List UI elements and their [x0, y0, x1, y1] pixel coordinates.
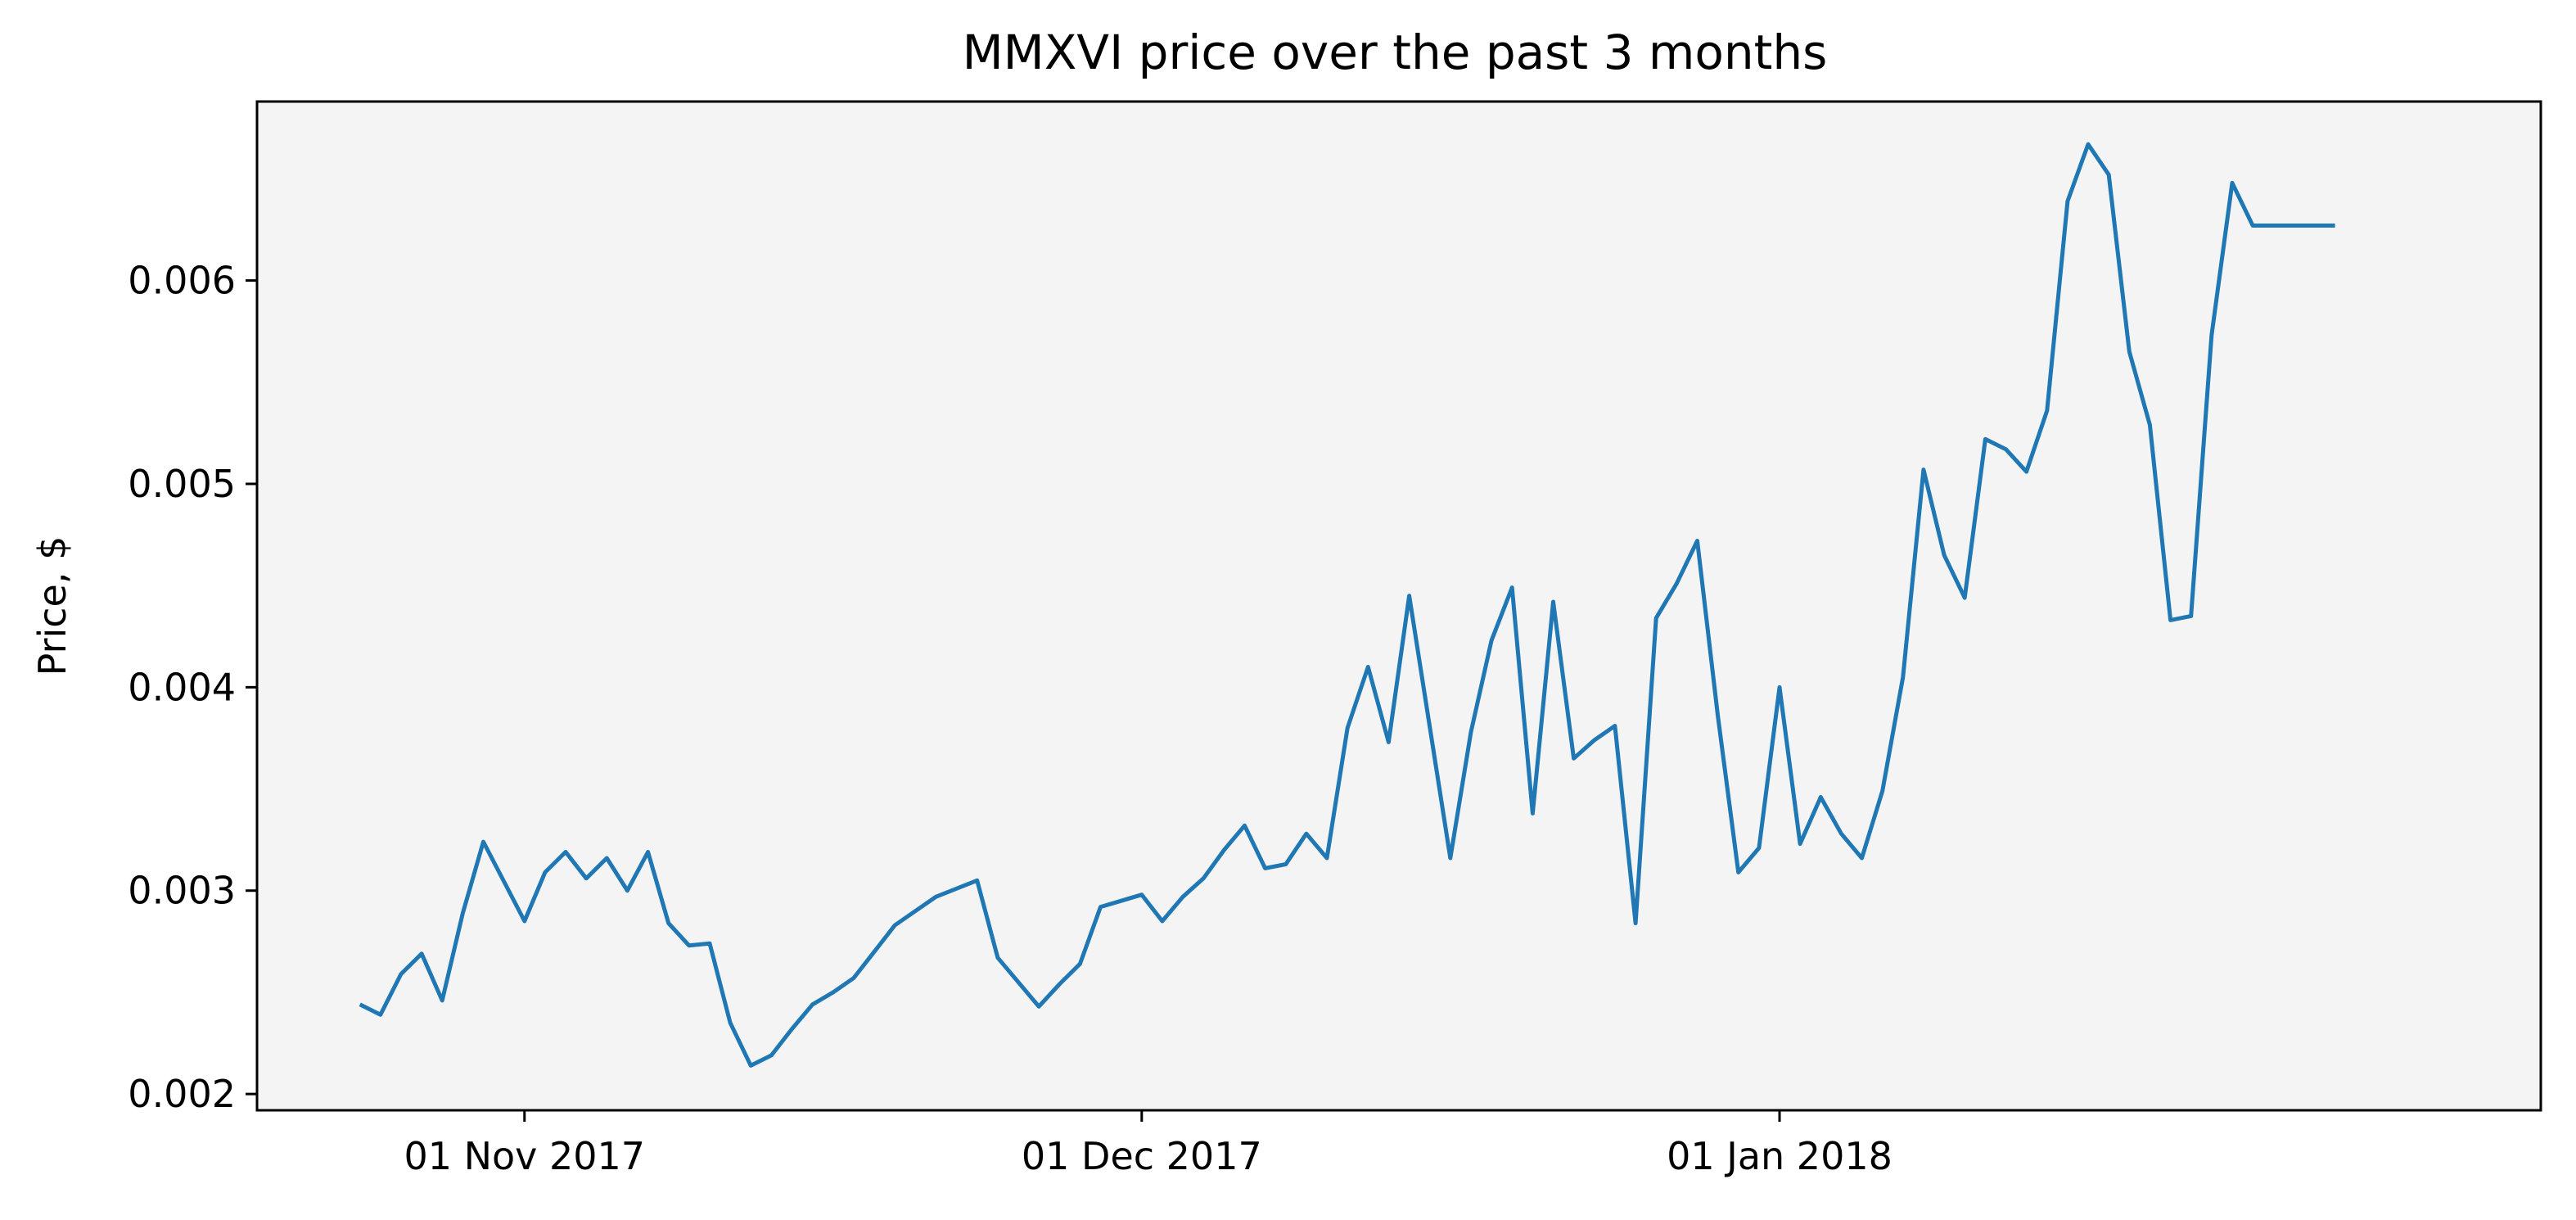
plot-area — [257, 102, 2541, 1110]
y-tick-label: 0.003 — [128, 869, 236, 913]
x-tick-label: 01 Nov 2017 — [404, 1134, 645, 1178]
x-tick-label: 01 Jan 2018 — [1667, 1134, 1893, 1178]
x-tick-label: 01 Dec 2017 — [1022, 1134, 1262, 1178]
x-axis: 01 Nov 2017 01 Dec 2017 01 Jan 2018 — [404, 1110, 1893, 1178]
y-tick-label: 0.002 — [128, 1072, 236, 1116]
y-axis: 0.002 0.003 0.004 0.005 0.006 — [128, 259, 257, 1116]
y-tick-label: 0.006 — [128, 259, 236, 303]
y-tick-label: 0.005 — [128, 462, 236, 506]
y-tick-label: 0.004 — [128, 665, 236, 709]
plot-frame — [255, 100, 2542, 1112]
price-series-line — [359, 142, 2335, 1068]
chart-title: MMXVI price over the past 3 months — [963, 25, 1828, 80]
y-axis-label: Price, $ — [30, 536, 74, 676]
